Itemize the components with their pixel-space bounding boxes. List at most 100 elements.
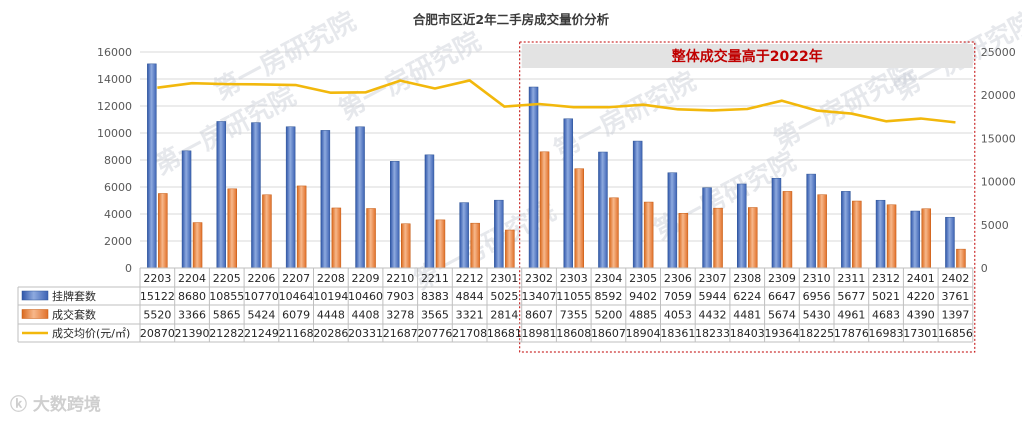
data-label: 5424 — [247, 309, 275, 322]
data-label: 5025 — [490, 290, 518, 303]
data-label: 5865 — [213, 309, 241, 322]
data-label: 5200 — [594, 309, 622, 322]
bar-deals — [886, 204, 897, 269]
bar-listing — [910, 210, 920, 269]
bar-deals — [748, 207, 758, 269]
bar-deals — [435, 219, 446, 269]
data-label: 16856 — [938, 327, 973, 340]
data-label: 3565 — [421, 309, 449, 322]
x-tick-label: 2402 — [941, 272, 969, 285]
data-label: 5944 — [699, 290, 727, 303]
data-label: 18608 — [556, 327, 591, 340]
data-label: 6079 — [282, 309, 310, 322]
x-tick-label: 2301 — [490, 272, 518, 285]
bar-deals — [678, 213, 689, 269]
data-label: 17301 — [903, 327, 938, 340]
legend-label: 挂牌套数 — [52, 289, 96, 303]
data-label: 16983 — [869, 327, 904, 340]
bar-listing — [945, 216, 955, 269]
y-left-tick: 6000 — [104, 181, 132, 194]
data-label: 21282 — [209, 327, 244, 340]
data-label: 18607 — [591, 327, 626, 340]
price-line — [157, 79, 956, 124]
x-tick-label: 2204 — [178, 272, 206, 285]
y-left-tick: 0 — [125, 262, 132, 275]
data-label: 18981 — [522, 327, 557, 340]
data-label: 10460 — [348, 290, 383, 303]
y-right-tick: 5000 — [981, 219, 1009, 232]
data-label: 3366 — [178, 309, 206, 322]
data-label: 1397 — [941, 309, 969, 322]
x-tick-label: 2207 — [282, 272, 310, 285]
bar-deals — [817, 194, 827, 269]
data-label: 10464 — [279, 290, 314, 303]
y-left-tick: 4000 — [104, 208, 132, 221]
x-tick-label: 2205 — [213, 272, 241, 285]
x-tick-label: 2307 — [699, 272, 727, 285]
x-tick-label: 2209 — [352, 272, 380, 285]
data-label: 4481 — [733, 309, 761, 322]
bar-deals — [296, 185, 307, 269]
bar-deals — [609, 197, 619, 269]
bar-deals — [505, 229, 515, 269]
data-label: 4885 — [629, 309, 657, 322]
x-tick-label: 2306 — [664, 272, 692, 285]
bar-deals — [713, 207, 723, 269]
annotation-box: 整体成交量高于2022年 — [519, 41, 976, 353]
y-right-tick: 0 — [981, 262, 988, 275]
bar-listing — [771, 178, 782, 269]
data-label: 2814 — [490, 309, 518, 322]
bar-listing — [632, 140, 643, 269]
annotation-banner — [521, 44, 973, 68]
bar-deals — [539, 151, 550, 269]
x-tick-label: 2401 — [907, 272, 935, 285]
data-label: 20776 — [417, 327, 452, 340]
data-label: 18681 — [487, 327, 522, 340]
data-label: 18233 — [695, 327, 730, 340]
bar-listing — [875, 199, 886, 269]
data-label: 6224 — [733, 290, 761, 303]
y-right-tick: 25000 — [981, 46, 1016, 59]
x-tick-label: 2208 — [317, 272, 345, 285]
bar-listing — [251, 122, 261, 269]
legend-key — [21, 290, 49, 301]
data-label: 19364 — [764, 327, 799, 340]
bar-deals — [227, 188, 237, 269]
x-tick-label: 2211 — [421, 272, 449, 285]
data-label: 5021 — [872, 290, 900, 303]
bar-deals — [401, 223, 411, 269]
legend-label: 成交均价(元/㎡) — [52, 326, 130, 340]
bar-listing — [320, 130, 331, 269]
bar-deals — [921, 208, 931, 269]
logo-icon: ⓚ — [10, 395, 27, 415]
bar-listing — [806, 173, 816, 269]
bar-listing — [702, 187, 712, 269]
bar-deals — [192, 222, 203, 269]
bar-listing — [390, 161, 400, 269]
data-label: 4390 — [907, 309, 935, 322]
data-label: 4220 — [907, 290, 935, 303]
logo-text: 大数跨境 — [32, 395, 101, 415]
data-label: 13407 — [522, 290, 557, 303]
y-left-tick: 2000 — [104, 235, 132, 248]
x-tick-label: 2309 — [768, 272, 796, 285]
data-label: 20286 — [313, 327, 348, 340]
x-tick-label: 2203 — [143, 272, 171, 285]
y-left-tick: 12000 — [97, 100, 132, 113]
data-label: 21249 — [244, 327, 279, 340]
annotation-border — [519, 41, 976, 353]
bar-listing — [563, 118, 573, 269]
data-label: 21168 — [279, 327, 314, 340]
legend-label: 成交套数 — [52, 308, 96, 322]
y-left-tick: 16000 — [97, 46, 132, 59]
data-label: 5674 — [768, 309, 796, 322]
bar-listing — [424, 154, 435, 269]
bar-deals — [470, 222, 480, 269]
bar-deals — [574, 168, 584, 269]
data-label: 3761 — [941, 290, 969, 303]
data-label: 8383 — [421, 290, 449, 303]
data-label: 6956 — [803, 290, 831, 303]
data-label: 7903 — [386, 290, 414, 303]
bar-deals — [782, 191, 793, 269]
